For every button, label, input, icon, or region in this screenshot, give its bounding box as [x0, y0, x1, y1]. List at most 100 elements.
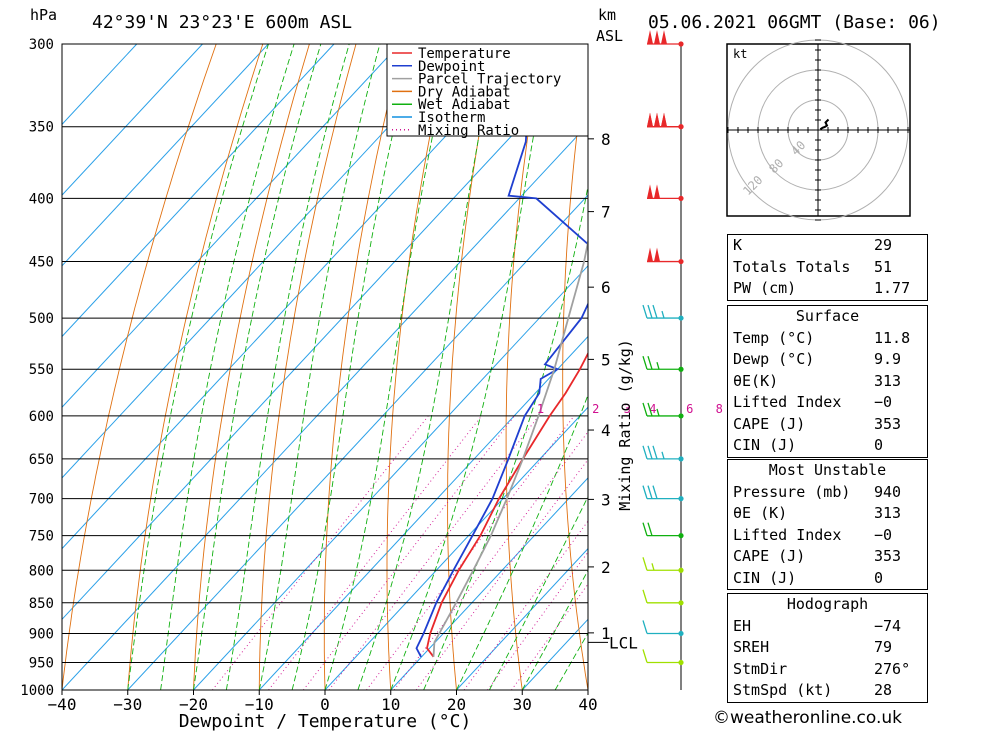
- stat-value: 51: [874, 257, 893, 276]
- stat-row: PW (cm) 1.77: [728, 278, 927, 300]
- stat-value: 276°: [874, 659, 911, 678]
- mixing-ratio-label: 6: [686, 402, 693, 416]
- stat-row: Totals Totals 51: [728, 257, 927, 279]
- indices-panel: K 29 Totals Totals 51 PW (cm) 1.77: [727, 234, 928, 301]
- stat-row: SREH 79: [728, 637, 927, 659]
- stat-label: θE (K): [733, 504, 788, 522]
- legend-label: Dry Adiabat: [418, 84, 511, 100]
- stat-label: PW (cm): [733, 279, 797, 297]
- x-tick-label: 40: [578, 695, 597, 714]
- stat-label: Temp (°C): [733, 328, 815, 347]
- mixing-ratio-axis-label: Mixing Ratio (g/kg): [616, 339, 634, 511]
- stat-row: StmDir 276°: [728, 659, 927, 681]
- stat-label: EH: [733, 616, 752, 635]
- stat-value: 0: [874, 568, 884, 587]
- wind-barb: [642, 402, 684, 419]
- x-tick-label: −10: [245, 695, 274, 714]
- wind-barb: [642, 557, 684, 573]
- stat-label: CIN (J): [733, 436, 797, 454]
- stat-value: 313: [874, 504, 902, 522]
- location-title: 42°39'N 23°23'E 600m ASL: [92, 12, 352, 33]
- x-axis-label: Dewpoint / Temperature (°C): [179, 711, 472, 732]
- wind-barb: [647, 30, 684, 47]
- stat-value: 313: [874, 371, 902, 390]
- pressure-tick-label: 900: [29, 626, 54, 642]
- pressure-tick-label: 600: [29, 409, 54, 425]
- stat-label: StmDir: [733, 659, 788, 678]
- isotherm-line: [324, 406, 588, 690]
- mixing-ratio-line: [268, 415, 482, 690]
- pressure-tick-label: 700: [29, 492, 54, 508]
- mixing-ratio-line: [366, 415, 575, 690]
- isotherm-line: [62, 44, 401, 408]
- dry-adiabat-line: [386, 44, 450, 690]
- stat-label: StmSpd (kt): [733, 681, 833, 699]
- hodograph-stats-panel: Hodograph EH −74 SREH 79 StmDir 276° StmSpd (k…: [727, 593, 928, 703]
- most-unstable-panel: Most Unstable Pressure (mb) 940 θE (K) 313 L…: [727, 459, 928, 590]
- x-tick-label: −40: [48, 695, 77, 714]
- pressure-tick-label: 550: [29, 362, 54, 378]
- stat-label: Totals Totals: [733, 257, 851, 276]
- km-unit-label: km: [598, 6, 616, 24]
- pressure-tick-label: 300: [29, 37, 54, 53]
- wind-barb: [642, 356, 684, 372]
- isotherm-line: [390, 477, 588, 690]
- stat-value: 1.77: [874, 279, 911, 297]
- stat-row: EH −74: [728, 616, 927, 638]
- wet-adiabat-line: [521, 569, 588, 690]
- mixing-ratio-label: 2: [592, 402, 599, 416]
- stat-row: Lifted Index −0: [728, 525, 927, 547]
- stat-label: SREH: [733, 638, 770, 656]
- series-parcel-trajectory-line: [432, 237, 588, 657]
- wind-barb: [647, 184, 684, 201]
- dry-adiabat-line: [62, 44, 217, 690]
- copyright-footer[interactable]: ©weatheronline.co.uk: [713, 708, 903, 728]
- pressure-tick-label: 500: [29, 311, 54, 327]
- km-tick-label: 4: [601, 421, 611, 440]
- x-tick-label: −30: [113, 695, 142, 714]
- isotherm-line: [62, 44, 269, 267]
- stat-value: −0: [874, 525, 893, 544]
- stat-value: 29: [874, 236, 893, 254]
- isotherm-line: [127, 194, 588, 690]
- wet-adiabat-line: [291, 44, 415, 690]
- dry-adiabat-line: [671, 44, 720, 690]
- pressure-tick-label: 400: [29, 191, 54, 207]
- asl-label: ASL: [596, 27, 623, 45]
- wind-barb: [642, 620, 684, 637]
- stat-label: θE(K): [733, 371, 779, 390]
- lcl-label: LCL: [609, 633, 638, 652]
- date-title: 05.06.2021 06GMT (Base: 06): [648, 12, 941, 33]
- wind-barb: [642, 485, 684, 502]
- x-tick-label: 10: [381, 695, 400, 714]
- pressure-tick-labels: 300 350 400 450 500 550 600 650 700 750 800 850 900 9…: [20, 37, 54, 699]
- stat-row: K 29: [728, 235, 927, 257]
- isotherm-line: [193, 265, 588, 690]
- stat-row: CIN (J) 0: [728, 435, 927, 457]
- pressure-tick-label: 850: [29, 596, 54, 612]
- stat-value: 9.9: [874, 350, 902, 368]
- stat-value: −0: [874, 393, 893, 411]
- km-tick-label: 2: [601, 558, 611, 577]
- temperature-tick-labels: −40 −30 −20 −10 0 10 20 30 40: [48, 690, 598, 714]
- series-temperature-line: [426, 351, 588, 658]
- mixing-ratio-label: 1: [537, 402, 544, 416]
- wind-barb: [642, 445, 684, 462]
- wind-barb: [642, 649, 684, 666]
- stat-value: 353: [874, 547, 902, 565]
- hodograph-trace: [819, 118, 830, 131]
- legend-label: Parcel Trajectory: [418, 72, 561, 88]
- x-tick-label: −20: [179, 695, 208, 714]
- isotherm-line: [62, 44, 466, 479]
- wind-barb: [642, 589, 684, 606]
- stat-value: 11.8: [874, 328, 911, 347]
- stat-row: Lifted Index −0: [728, 392, 927, 414]
- wind-barb: [642, 304, 684, 321]
- most-unstable-title: Most Unstable: [768, 461, 887, 479]
- isotherm-line: [62, 123, 588, 690]
- pressure-tick-label: 1000: [20, 683, 54, 699]
- legend-label: Temperature: [418, 46, 511, 62]
- stat-label: CAPE (J): [733, 414, 806, 433]
- legend-label: Dewpoint: [418, 59, 485, 75]
